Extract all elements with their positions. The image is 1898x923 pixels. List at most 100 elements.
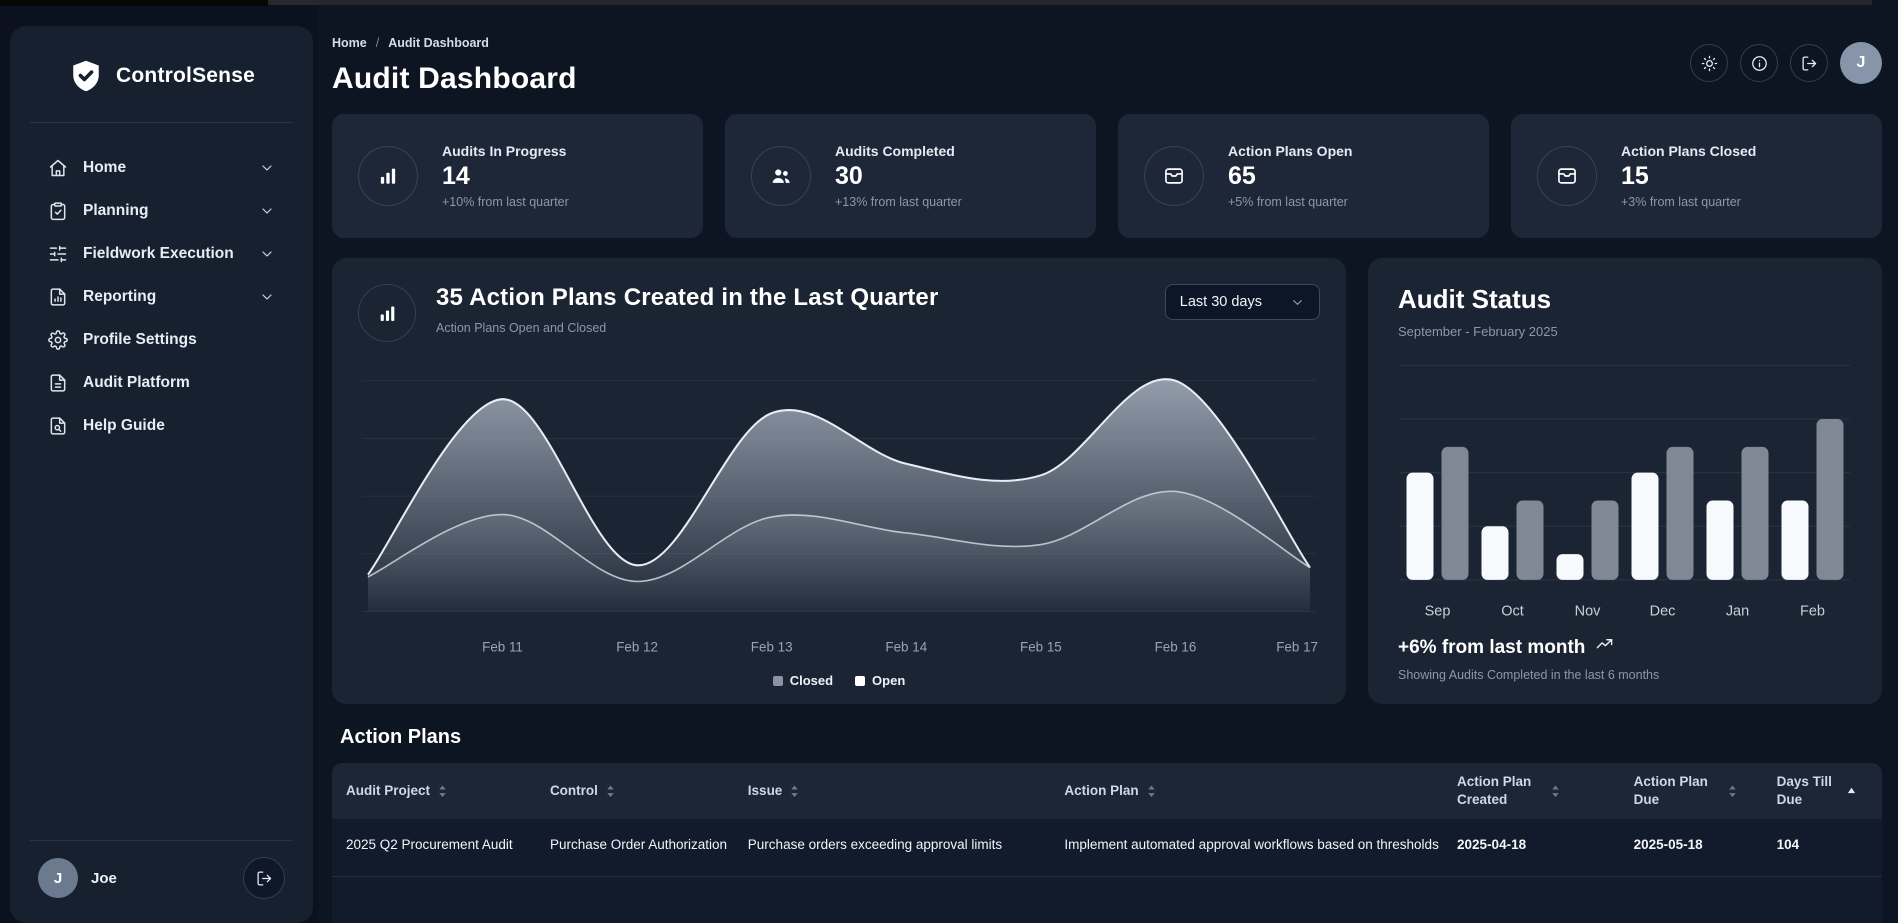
column-header-audit-project[interactable]: Audit Project [346,782,550,800]
stat-icon-circle [1537,146,1597,206]
stat-icon-circle [1144,146,1204,206]
users-icon [770,165,792,187]
svg-text:Feb 11: Feb 11 [482,639,523,654]
date-range-dropdown[interactable]: Last 30 days [1164,284,1320,320]
logout-icon [256,870,273,887]
user-avatar: J [38,858,78,898]
audit-status-delta-text: +6% from last month [1398,636,1586,658]
sidebar-item-reporting[interactable]: Reporting [38,278,285,316]
stat-text: Action Plans Open 65 +5% from last quarter [1228,143,1352,209]
svg-text:Feb 15: Feb 15 [1020,639,1062,654]
main-content: Home / Audit Dashboard Audit Dashboard J… [318,0,1898,923]
svg-text:Nov: Nov [1575,604,1601,620]
column-label: Audit Project [346,782,431,798]
stat-icon-circle [358,146,418,206]
sidebar-item-audit-platform[interactable]: Audit Platform [38,364,285,402]
chart-subtitle: Action Plans Open and Closed [436,321,607,335]
page-title: Audit Dashboard [332,62,577,95]
stat-delta: +5% from last quarter [1228,195,1348,209]
sidebar-logout-button[interactable] [243,857,285,899]
theme-toggle-button[interactable] [1690,44,1728,82]
sidebar-footer: J Joe [30,840,293,923]
info-button[interactable] [1740,44,1778,82]
home-icon [48,158,68,178]
stat-text: Audits Completed 30 +13% from last quarter [835,143,962,209]
sort-icon [1147,785,1156,798]
svg-text:Feb 16: Feb 16 [1155,639,1197,654]
file-text-icon [48,373,68,393]
breadcrumb-home[interactable]: Home [332,36,367,50]
logout-button[interactable] [1790,44,1828,82]
sort-asc-icon [1847,785,1856,798]
sidebar-item-label: Home [83,159,127,176]
column-header-action-plan[interactable]: Action Plan [1064,782,1457,800]
file-chart-icon [48,287,68,307]
legend-item-open: Open [855,673,905,688]
sidebar-item-label: Fieldwork Execution [83,245,234,262]
sidebar-item-planning[interactable]: Planning [38,192,285,230]
sidebar-item-fieldwork-execution[interactable]: Fieldwork Execution [38,235,285,273]
gear-icon [48,330,68,350]
area-chart: Feb 11 Feb 12 Feb 13 Feb 14 Feb 15 Feb 16 Feb … [358,354,1320,665]
column-header-issue[interactable]: Issue [748,782,1065,800]
audit-status-delta: +6% from last month [1398,635,1852,660]
column-header-action-plan-created[interactable]: Action Plan Created [1457,773,1634,809]
table-body: 2025 Q2 Procurement Audit Purchase Order … [332,819,1882,877]
cell-control: Purchase Order Authorization [549,837,728,852]
inbox-icon [1556,165,1578,187]
stat-delta: +3% from last quarter [1621,195,1741,209]
cell-action-plan: Implement automated approval workflows b… [1064,837,1439,852]
column-label: Issue [747,782,783,798]
chart-header: 35 Action Plans Created in the Last Quar… [358,284,1320,342]
column-header-action-plan-due[interactable]: Action Plan Due [1634,773,1777,809]
date-range-value: Last 30 days [1179,294,1262,310]
user-name: Joe [91,869,117,887]
column-label: Days Till Due [1776,773,1832,807]
svg-text:Feb 13: Feb 13 [751,639,793,654]
table-section-title: Action Plans [340,726,462,748]
table-header-row: Audit Project Control Issue Action Plan Acti… [332,763,1882,819]
legend-swatch [855,675,866,686]
column-label: Action Plan [1064,782,1139,798]
stat-label: Audits In Progress [442,143,567,159]
bar-chart-svg: Sep Oct Nov Dec Jan Feb [1400,364,1850,620]
column-header-days-till-due[interactable]: Days Till Due [1777,773,1868,809]
chevron-down-icon [259,160,275,176]
sidebar-item-profile-settings[interactable]: Profile Settings [38,321,285,359]
stat-card-action-plans-open: Action Plans Open 65 +5% from last quarter [1118,114,1489,238]
sidebar-item-home[interactable]: Home [38,149,285,187]
charts-row: 35 Action Plans Created in the Last Quar… [332,258,1882,704]
topbar-left: Home / Audit Dashboard Audit Dashboard [332,36,577,96]
area-chart-svg: Feb 11 Feb 12 Feb 13 Feb 14 Feb 15 Feb 16 Feb … [361,378,1318,655]
stat-delta: +10% from last quarter [442,195,569,209]
column-label: Action Plan Created [1457,773,1532,807]
svg-text:Feb 12: Feb 12 [616,639,658,654]
svg-text:Feb: Feb [1800,604,1825,620]
chart-legend: Closed Open [358,665,1320,692]
stat-label: Action Plans Open [1228,143,1353,159]
cell-days-till-due: 104 [1776,837,1800,852]
sidebar-item-help-guide[interactable]: Help Guide [38,407,285,445]
cell-audit-project: 2025 Q2 Procurement Audit [346,837,513,852]
stat-icon-circle [751,146,811,206]
svg-text:Dec: Dec [1650,604,1676,620]
legend-label: Open [872,673,906,688]
svg-text:Oct: Oct [1501,604,1524,620]
stat-value: 15 [1621,162,1649,190]
stat-value: 14 [442,162,470,190]
legend-label: Closed [789,673,834,688]
header-avatar[interactable]: J [1840,42,1882,84]
svg-text:Feb 17: Feb 17 [1276,639,1318,654]
sidebar-item-label: Audit Platform [83,374,190,391]
stat-label: Audits Completed [835,143,955,159]
stat-text: Audits In Progress 14 +10% from last quart… [442,143,569,209]
sidebar-item-label: Planning [83,202,149,219]
cell-issue: Purchase orders exceeding approval limit… [747,837,1003,852]
chevron-down-icon [1290,295,1305,310]
legend-item-closed: Closed [772,673,834,688]
cell-action-plan-due: 2025-05-18 [1633,837,1703,852]
sidebar-item-label: Profile Settings [83,331,197,348]
column-header-control[interactable]: Control [550,782,748,800]
window-chrome-strip-left [0,0,268,6]
